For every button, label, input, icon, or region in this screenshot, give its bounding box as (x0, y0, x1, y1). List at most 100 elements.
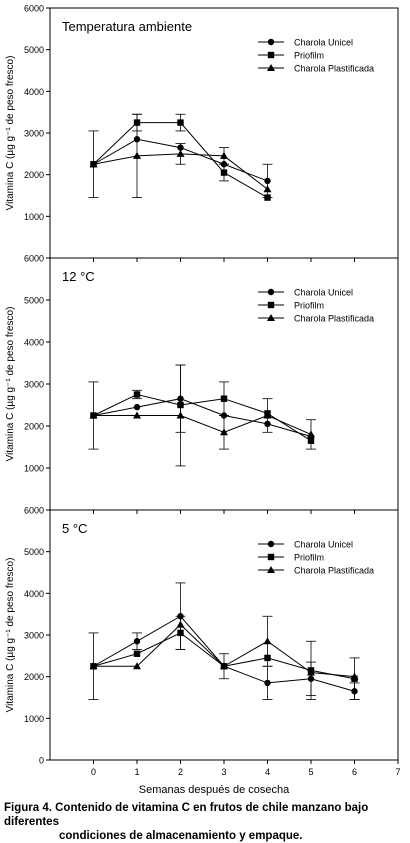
legend-label: Charola Unicel (294, 288, 353, 298)
y-tick-label: 3000 (24, 380, 44, 390)
legend-label: Priofilm (294, 301, 324, 311)
legend-marker (267, 314, 275, 321)
y-tick-label: 6000 (24, 4, 44, 14)
legend-label: Charola Unicel (294, 540, 353, 550)
data-point (177, 629, 184, 637)
data-point (176, 149, 185, 157)
data-point (133, 403, 141, 411)
legend: Charola Unicel Priofilm Charola Plastifica… (258, 38, 374, 74)
series-line (93, 393, 312, 442)
data-point (263, 411, 272, 419)
legend-marker (267, 566, 275, 573)
panel-2: 1000 2000 3000 4000 5000 6000 12 °C Vitamina C … (5, 254, 399, 514)
legend-marker (267, 64, 275, 71)
data-point (350, 672, 359, 680)
y-axis-label: Vitamina C (µg g⁻¹ de peso fresco) (5, 558, 16, 713)
data-point (176, 620, 185, 628)
y-tick-label: 2000 (24, 170, 44, 180)
x-tick-label: 0 (91, 767, 96, 777)
legend-marker (267, 38, 275, 46)
data-point (89, 411, 98, 419)
data-point (177, 119, 184, 126)
panel-title: 12 °C (62, 269, 95, 284)
data-point (220, 428, 228, 436)
data-point (307, 668, 315, 676)
data-point (264, 679, 271, 687)
data-point (133, 638, 141, 645)
data-point (133, 151, 141, 159)
y-tick-label: 4000 (24, 87, 44, 97)
data-point (133, 650, 141, 657)
legend-label: Priofilm (294, 553, 324, 563)
data-point (263, 185, 272, 193)
x-tick-label: 6 (352, 767, 357, 777)
x-tick-label: 3 (221, 767, 226, 777)
data-point (307, 430, 315, 438)
legend-label: Charola Plastificada (294, 64, 374, 74)
panel-title: Temperatura ambiente (62, 19, 192, 34)
data-point (89, 160, 98, 168)
series-charola-plastificada (89, 615, 359, 680)
data-point (220, 151, 228, 159)
panel-title: 5 °C (62, 521, 87, 536)
y-tick-label: 3000 (24, 129, 44, 139)
x-axis-label: Semanas después de cosecha (139, 784, 290, 796)
legend: Charola Unicel Priofilm Charola Plastifica… (258, 288, 374, 324)
legend-marker (267, 288, 275, 296)
y-tick-label: 2000 (24, 672, 44, 682)
data-point (176, 411, 185, 419)
data-point (220, 395, 228, 402)
y-tick-label: 1000 (24, 212, 44, 222)
panel-3: 0 1000 2000 3000 4000 5000 6000 0 1 2 3 4 5 6 7 5 °C Vit… (5, 506, 401, 797)
legend-marker (267, 540, 275, 548)
caption-line-2: condiciones de almacenamiento y empaque. (59, 830, 303, 842)
legend-label: Charola Unicel (294, 38, 353, 48)
y-tick-label: 1000 (24, 464, 44, 474)
x-tick-label: 5 (308, 767, 313, 777)
x-tick-label: 4 (265, 767, 270, 777)
data-point (133, 662, 141, 670)
series-priofilm (90, 381, 315, 444)
legend-label: Charola Plastificada (294, 314, 374, 324)
y-axis-label: Vitamina C (µg g⁻¹ de peso fresco) (5, 307, 16, 462)
series-charola-unicel (88, 582, 360, 700)
data-point (263, 637, 272, 645)
data-point (220, 169, 228, 176)
x-tick-label: 7 (395, 767, 400, 777)
y-tick-label: 1000 (24, 714, 44, 724)
data-point (264, 194, 271, 201)
data-point (220, 662, 228, 670)
y-tick-label: 5000 (24, 45, 44, 55)
series-line (93, 414, 312, 435)
series-charola-plastificada (89, 113, 272, 198)
y-tick-label: 2000 (24, 422, 44, 432)
y-tick-label: 6000 (24, 506, 44, 516)
y-tick-label: 5000 (24, 296, 44, 306)
series-charola-plastificada (89, 364, 316, 467)
y-tick-label: 4000 (24, 338, 44, 348)
series-priofilm (90, 615, 360, 700)
y-tick-label: 6000 (24, 254, 44, 264)
y-tick-label: 3000 (24, 631, 44, 641)
x-tick-label: 2 (178, 767, 183, 777)
legend-label: Charola Plastificada (294, 566, 374, 576)
figure-chart: 1000 2000 3000 4000 5000 6000 Temperatura ambi… (5, 4, 401, 797)
data-point (133, 391, 141, 398)
legend-marker (267, 301, 275, 309)
data-point (264, 177, 271, 185)
y-axis-label: Vitamina C (µg g⁻¹ de peso fresco) (5, 56, 16, 211)
series-line (93, 398, 312, 437)
x-tick-label: 1 (134, 767, 139, 777)
panel-1: 1000 2000 3000 4000 5000 6000 Temperatura ambi… (5, 4, 399, 262)
caption-line-1: Figura 4. Contenido de vitamina C en fru… (4, 802, 369, 828)
y-tick-label: 4000 (24, 589, 44, 599)
legend-marker (267, 553, 275, 561)
series-charola-unicel (88, 364, 315, 450)
y-tick-label: 0 (39, 756, 44, 766)
data-point (133, 411, 141, 419)
figure-caption: Figura 4. Contenido de vitamina C en fru… (4, 801, 408, 843)
data-point (89, 662, 98, 670)
legend-marker (267, 51, 275, 59)
legend-label: Priofilm (294, 51, 324, 61)
legend: Charola Unicel Priofilm Charola Plastifica… (258, 540, 374, 576)
